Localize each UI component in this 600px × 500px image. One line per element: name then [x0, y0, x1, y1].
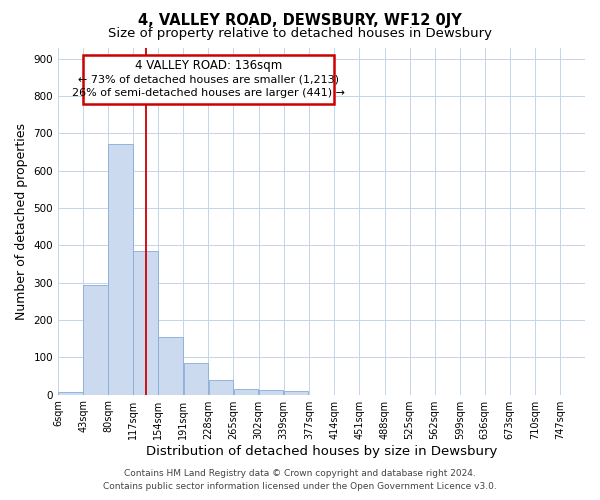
Bar	[133, 251, 158, 394]
Bar	[58, 392, 83, 394]
Bar	[209, 380, 233, 394]
Bar	[284, 391, 308, 394]
X-axis label: Distribution of detached houses by size in Dewsbury: Distribution of detached houses by size …	[146, 444, 497, 458]
Bar	[233, 390, 259, 394]
Bar	[259, 390, 283, 394]
Text: 4, VALLEY ROAD, DEWSBURY, WF12 0JY: 4, VALLEY ROAD, DEWSBURY, WF12 0JY	[138, 12, 462, 28]
Text: ← 73% of detached houses are smaller (1,213): ← 73% of detached houses are smaller (1,…	[78, 74, 339, 85]
Bar	[109, 144, 133, 395]
Text: 4 VALLEY ROAD: 136sqm: 4 VALLEY ROAD: 136sqm	[135, 60, 283, 72]
Bar	[83, 285, 108, 395]
Text: Contains HM Land Registry data © Crown copyright and database right 2024.
Contai: Contains HM Land Registry data © Crown c…	[103, 470, 497, 491]
Y-axis label: Number of detached properties: Number of detached properties	[15, 122, 28, 320]
Bar	[158, 336, 183, 394]
FancyBboxPatch shape	[83, 55, 334, 104]
Bar	[184, 363, 208, 394]
Text: Size of property relative to detached houses in Dewsbury: Size of property relative to detached ho…	[108, 28, 492, 40]
Text: 26% of semi-detached houses are larger (441) →: 26% of semi-detached houses are larger (…	[72, 88, 345, 99]
